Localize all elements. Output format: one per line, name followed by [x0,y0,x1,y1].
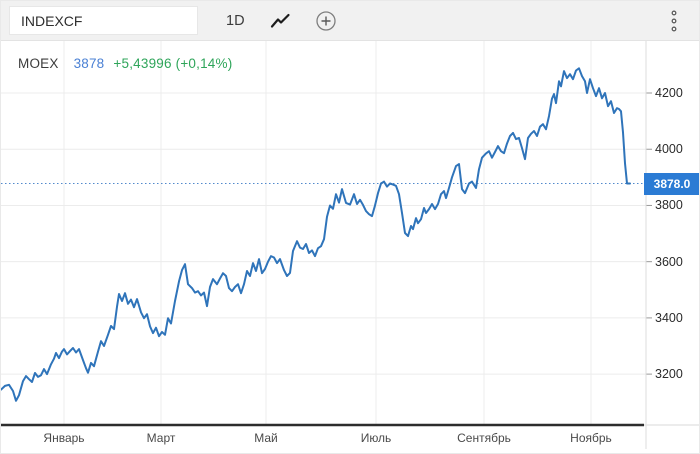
y-axis-label: 4200 [655,86,683,100]
x-axis-label: Ноябрь [570,431,612,445]
price-chart-canvas[interactable] [1,41,700,454]
legend-change: +5,43996 (+0,14%) [113,56,233,71]
chart-area[interactable]: MOEX 3878 +5,43996 (+0,14%) 3878.0 Январ… [1,41,700,454]
y-axis-label: 3800 [655,198,683,213]
y-axis-label: 3600 [655,254,683,269]
price-line-series [1,67,631,402]
x-axis-label: Сентябрь [457,431,511,445]
line-chart-type-icon[interactable] [269,8,295,34]
chart-legend: MOEX 3878 +5,43996 (+0,14%) [18,56,232,71]
current-price-axis-label: 3878.0 [644,172,699,195]
kebab-menu-icon[interactable] [665,8,683,34]
x-axis-label: Март [146,431,176,445]
legend-last-price: 3878 [73,56,105,71]
interval-button[interactable]: 1D [220,9,251,33]
x-axis-label: Январь [43,431,85,445]
symbol-search-input[interactable] [9,6,198,35]
toolbar: 1D [1,1,699,41]
y-axis-label: 3400 [655,310,683,325]
x-axis-label: Май [254,431,278,445]
y-axis-label: 4000 [655,142,683,157]
x-axis-label: Июль [360,431,392,445]
add-indicator-icon[interactable] [313,8,339,34]
legend-symbol: MOEX [18,56,59,71]
y-axis-label: 3200 [655,367,683,382]
